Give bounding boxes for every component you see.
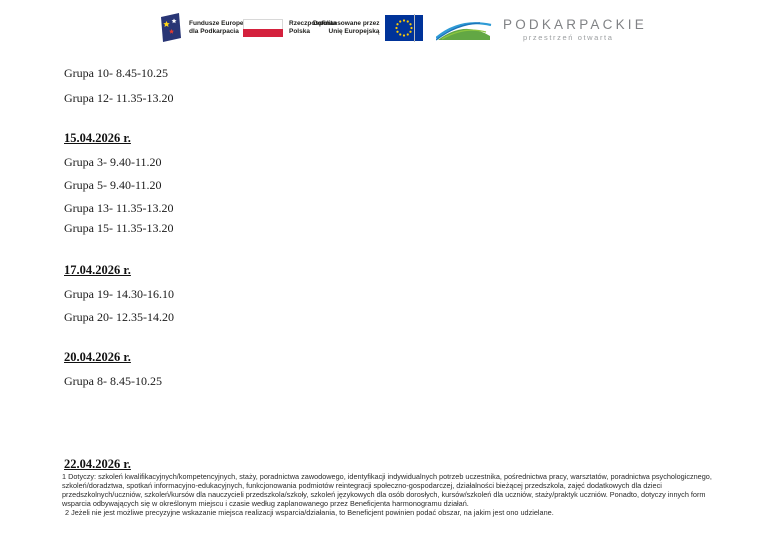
schedule-date-heading: 15.04.2026 r. [64,131,131,145]
poland-flag-icon [243,19,283,37]
fundusze-label-line2: dla Podkarpacia [189,27,239,35]
rp-label-line2: Polska [289,27,310,35]
fundusze-label-line1: Fundusze Europejskie [189,19,258,27]
rp-label-line1: Rzeczpospolita [289,19,337,27]
schedule-date-heading: 17.04.2026 r. [64,263,131,277]
schedule-group-line: Grupa 13- 11.35-13.20 [64,201,174,215]
podkarpackie-logo: PODKARPACKIE przestrzeń otwarta [436,16,647,42]
footnote-line: 1 Dotyczy: szkoleń kwalifikacyjnych/komp… [62,472,712,481]
header-logos: Fundusze Europejskie dla Podkarpacia Rze… [0,8,768,48]
podkarpackie-title: PODKARPACKIE [503,16,647,32]
schedule-group-line: Grupa 15- 11.35-13.20 [64,221,174,235]
footnote-line: 2 Jeżeli nie jest możliwe precyzyjne wsk… [65,508,554,517]
footnote-line: wsparcia odbywających się w określonym m… [62,499,469,508]
schedule-group-line: Grupa 5- 9.40-11.20 [64,178,162,192]
schedule-group-line: Grupa 10- 8.45-10.25 [64,66,168,80]
schedule-group-line: Grupa 3- 9.40-11.20 [64,155,162,169]
eu-label-line1: Dofinansowane przez [313,20,380,27]
schedule-group-line: Grupa 12- 11.35-13.20 [64,91,174,105]
fundusze-europejskie-logo: Fundusze Europejskie dla Podkarpacia [158,12,258,43]
eu-flag-icon [385,15,424,41]
footnote-line: szkoleń/doradztwa, spotkań informacyjno-… [62,481,662,490]
podkarpackie-mountain-icon [436,22,492,41]
schedule-date-heading: 22.04.2026 r. [64,457,131,471]
eu-funding-logo: Dofinansowane przez Unię Europejską [313,15,424,41]
schedule-date-heading: 20.04.2026 r. [64,350,131,364]
header-separator [414,14,415,42]
schedule-group-line: Grupa 20- 12.35-14.20 [64,310,174,324]
eu-label-line2: Unię Europejską [328,28,380,35]
rzeczpospolita-polska-logo: Rzeczpospolita Polska [243,19,337,37]
schedule-group-line: Grupa 8- 8.45-10.25 [64,374,162,388]
schedule-group-line: Grupa 19- 14.30-16.10 [64,287,174,301]
podkarpackie-subtitle: przestrzeń otwarta [523,32,614,42]
fundusze-flag-icon [161,13,181,42]
footnote-line: przedszkolnych/uczniów, szkoleń/kursów d… [62,490,706,499]
